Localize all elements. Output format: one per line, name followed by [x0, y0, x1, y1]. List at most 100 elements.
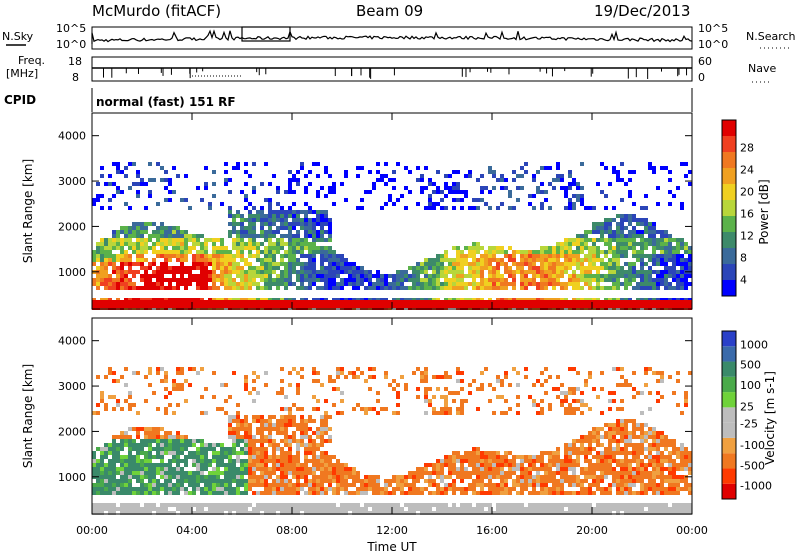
heatmap-cell [556, 278, 560, 282]
heatmap-cell [484, 258, 488, 262]
heatmap-cell [228, 431, 232, 435]
heatmap-cell [268, 234, 272, 238]
heatmap-cell [604, 194, 608, 198]
heatmap-cell [404, 274, 408, 278]
heatmap-cell [100, 250, 104, 254]
heatmap-cell [608, 423, 612, 427]
heatmap-cell [508, 491, 512, 495]
heatmap-cell [208, 238, 212, 242]
heatmap-cell [104, 258, 108, 262]
heatmap-cell [612, 270, 616, 274]
heatmap-cell [464, 254, 468, 258]
heatmap-cell [404, 270, 408, 274]
heatmap-cell [216, 475, 220, 479]
heatmap-cell [572, 467, 576, 471]
heatmap-cell [636, 447, 640, 451]
heatmap-cell [240, 435, 244, 439]
heatmap-cell [596, 479, 600, 483]
heatmap-cell [116, 270, 120, 274]
heatmap-cell [636, 475, 640, 479]
heatmap-cell [180, 266, 184, 270]
heatmap-cell [604, 226, 608, 230]
heatmap-cell [96, 471, 100, 475]
heatmap-cell [432, 266, 436, 270]
heatmap-cell [444, 463, 448, 467]
heatmap-cell [588, 286, 592, 290]
heatmap-cell [608, 511, 612, 515]
heatmap-cell [276, 503, 280, 507]
heatmap-cell [640, 423, 644, 427]
heatmap-cell [204, 511, 208, 515]
heatmap-cell [480, 467, 484, 471]
heatmap-cell [204, 286, 208, 290]
heatmap-cell [200, 395, 204, 399]
heatmap-cell [152, 471, 156, 475]
heatmap-cell [460, 254, 464, 258]
heatmap-cell [528, 479, 532, 483]
heatmap-cell [640, 511, 644, 515]
heatmap-cell [116, 170, 120, 174]
heatmap-cell [452, 206, 456, 210]
heatmap-cell [104, 491, 108, 495]
heatmap-cell [576, 246, 580, 250]
heatmap-cell [676, 238, 680, 242]
heatmap-cell [116, 435, 120, 439]
heatmap-cell [132, 443, 136, 447]
heatmap-cell [392, 507, 396, 511]
heatmap-cell [628, 435, 632, 439]
heatmap-cell [168, 182, 172, 186]
heatmap-cell [136, 234, 140, 238]
heatmap-cell [404, 479, 408, 483]
heatmap-cell [116, 491, 120, 495]
heatmap-cell [488, 262, 492, 266]
heatmap-cell [228, 435, 232, 439]
heatmap-cell [636, 282, 640, 286]
heatmap-cell [328, 262, 332, 266]
heatmap-cell [256, 447, 260, 451]
heatmap-cell [632, 451, 636, 455]
heatmap-cell [504, 491, 508, 495]
heatmap-cell [212, 371, 216, 375]
heatmap-cell [164, 435, 168, 439]
heatmap-cell [252, 483, 256, 487]
heatmap-cell [536, 258, 540, 262]
heatmap-cell [652, 278, 656, 282]
heatmap-cell [368, 286, 372, 290]
heatmap-cell [356, 503, 360, 507]
heatmap-cell [512, 254, 516, 258]
heatmap-cell [592, 475, 596, 479]
heatmap-cell [92, 250, 96, 254]
heatmap-cell [96, 286, 100, 290]
heatmap-cell [536, 274, 540, 278]
heatmap-cell [96, 411, 100, 415]
heatmap-cell [372, 475, 376, 479]
heatmap-cell [528, 459, 532, 463]
heatmap-cell [432, 479, 436, 483]
heatmap-cell [600, 411, 604, 415]
heatmap-cell [420, 503, 424, 507]
heatmap-cell [640, 467, 644, 471]
heatmap-cell [248, 274, 252, 278]
heatmap-cell [568, 170, 572, 174]
heatmap-cell [92, 471, 96, 475]
colorbar-tick-label: 4 [740, 274, 747, 287]
heatmap-cell [608, 471, 612, 475]
heatmap-cell [92, 451, 96, 455]
heatmap-cell [524, 511, 528, 515]
heatmap-cell [580, 194, 584, 198]
heatmap-cell [244, 262, 248, 266]
heatmap-cell [472, 266, 476, 270]
heatmap-cell [100, 258, 104, 262]
heatmap-cell [148, 479, 152, 483]
heatmap-cell [216, 250, 220, 254]
heatmap-cell [540, 190, 544, 194]
heatmap-cell [156, 443, 160, 447]
heatmap-cell [668, 286, 672, 290]
heatmap-cell [636, 451, 640, 455]
heatmap-cell [232, 503, 236, 507]
heatmap-cell [620, 399, 624, 403]
heatmap-cell [212, 274, 216, 278]
heatmap-cell [484, 463, 488, 467]
heatmap-cell [408, 487, 412, 491]
heatmap-cell [268, 511, 272, 515]
